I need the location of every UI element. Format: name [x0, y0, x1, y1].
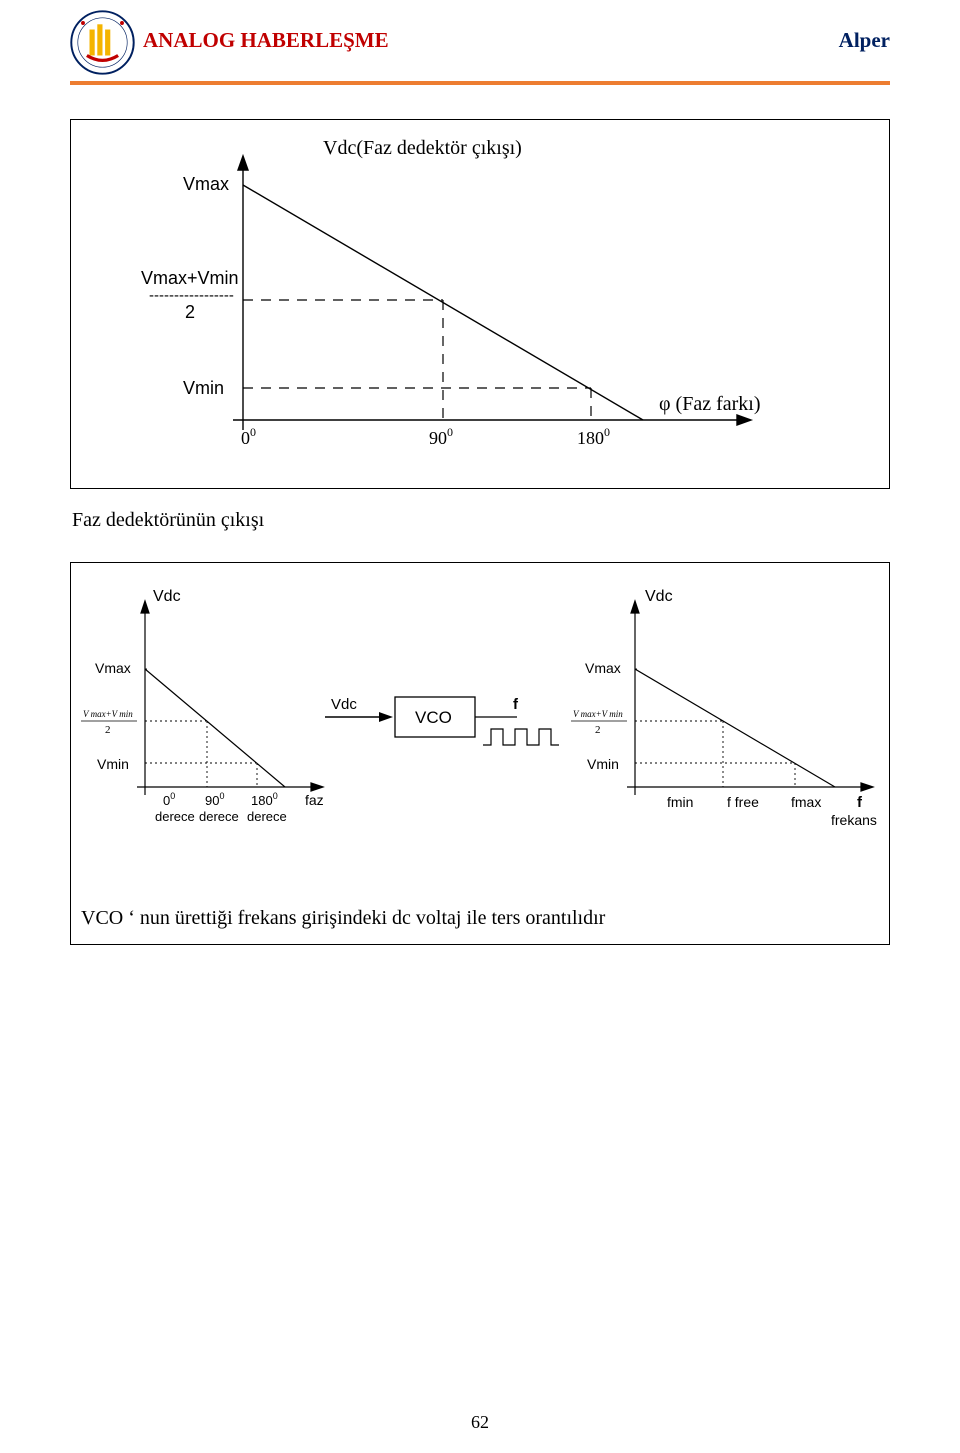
phase-detector-svg: Vdc(Faz dedektör çıkışı) Vmax Vmax+Vmin …: [83, 130, 873, 480]
vdc-arrow-label: Vdc: [331, 696, 357, 713]
l-x2sub: derece: [247, 809, 287, 824]
figure2-caption: VCO ‘ nun ürettiği frekans girişindeki d…: [81, 907, 885, 930]
vco-svg: Vdc Vmax V max+V min 2 Vmin: [75, 577, 885, 887]
fig1-title: Vdc(Faz dedektör çıkışı): [323, 137, 522, 159]
r-midbot: 2: [595, 724, 601, 736]
header-rule: [70, 81, 890, 85]
l-midbot: 2: [105, 724, 111, 736]
fig1-vmax: Vmax: [183, 174, 229, 194]
fig1-x90: 900: [429, 425, 453, 448]
r-xright: f: [857, 794, 863, 811]
figure-vco: Vdc Vmax V max+V min 2 Vmin: [70, 562, 890, 945]
r-ylabel: Vdc: [645, 588, 673, 605]
university-logo: [70, 10, 135, 75]
figure-phase-detector-output: Vdc(Faz dedektör çıkışı) Vmax Vmax+Vmin …: [70, 119, 890, 489]
l-vmax: Vmax: [95, 660, 131, 676]
f-label: f: [513, 696, 519, 713]
r-vmax: Vmax: [585, 660, 621, 676]
page-header: ANALOG HABERLEŞME Alper: [70, 0, 890, 75]
page-number: 62: [0, 1412, 960, 1433]
l-xright: faz: [305, 792, 324, 808]
l-vmin: Vmin: [97, 756, 129, 772]
fig1-mid-top: Vmax+Vmin: [141, 268, 239, 288]
r-x0: fmin: [667, 794, 693, 810]
l-x1: 900: [205, 791, 224, 808]
figure1-caption: Faz dedektörünün çıkışı: [72, 509, 890, 532]
fig1-x180: 1800: [577, 425, 610, 448]
vco-box-label: VCO: [415, 708, 452, 727]
l-midtop: V max+V min: [83, 709, 133, 719]
fig1-x0: 00: [241, 425, 256, 448]
r-x2: fmax: [791, 794, 821, 810]
l-x1sub: derece: [199, 809, 239, 824]
l-x2: 1800: [251, 791, 278, 808]
r-xsub: frekans: [831, 812, 877, 828]
left-ylabel: Vdc: [153, 588, 181, 605]
l-x0sub: derece: [155, 809, 195, 824]
l-x0: 00: [163, 791, 175, 808]
r-vmin: Vmin: [587, 756, 619, 772]
r-x1: f free: [727, 794, 759, 810]
fig1-xlabel: φ (Faz farkı): [659, 393, 761, 415]
r-midtop: V max+V min: [573, 709, 623, 719]
fig1-vmin: Vmin: [183, 378, 224, 398]
course-title: ANALOG HABERLEŞME: [143, 28, 389, 53]
fig1-mid-bot: 2: [185, 302, 195, 322]
author-name: Alper: [839, 28, 890, 53]
